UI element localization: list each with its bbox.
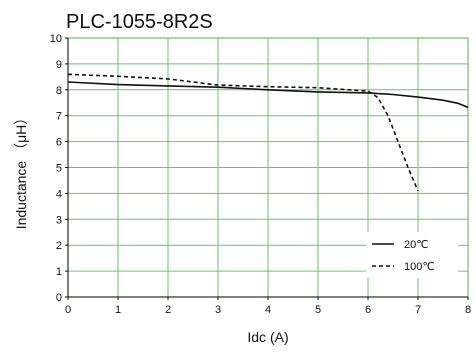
- legend-label-20c: 20℃: [404, 239, 429, 251]
- x-axis-label: Idc (A): [247, 329, 288, 345]
- x-tick-label: 2: [165, 304, 171, 316]
- y-tick-label: 9: [56, 59, 62, 71]
- y-tick-label: 7: [56, 111, 62, 123]
- y-tick-label: 10: [50, 33, 62, 45]
- y-axis-label: Inductance （μH）: [13, 111, 29, 230]
- x-tick-label: 7: [415, 304, 421, 316]
- legend-background: [366, 232, 458, 278]
- legend: 20℃ 100℃: [366, 232, 458, 278]
- chart-title: PLC-1055-8R2S: [66, 11, 213, 33]
- y-tick-label: 0: [56, 292, 62, 304]
- series-line-20c: [67, 81, 469, 109]
- x-tick-label: 4: [265, 304, 271, 316]
- legend-label-100c: 100℃: [404, 261, 435, 273]
- x-tick-label: 1: [115, 304, 121, 316]
- y-tick-label: 2: [56, 240, 62, 252]
- y-tick-label: 6: [56, 137, 62, 149]
- y-tick-label: 8: [56, 85, 62, 97]
- y-tick-label: 3: [56, 214, 62, 226]
- plot-area: 0 1 2 3 4 5 6 7 8 0 1 2 3 4 5 6 7 8 9 10: [50, 33, 471, 316]
- series-line-100c: [67, 73, 419, 192]
- x-tick-label: 0: [65, 304, 71, 316]
- y-tick-label: 1: [56, 266, 62, 278]
- x-tick-label: 6: [365, 304, 371, 316]
- x-tick-label: 8: [465, 304, 471, 316]
- x-tick-label: 5: [315, 304, 321, 316]
- y-tick-label: 5: [56, 163, 62, 175]
- y-tick-label: 4: [56, 188, 62, 200]
- x-tick-label: 3: [215, 304, 221, 316]
